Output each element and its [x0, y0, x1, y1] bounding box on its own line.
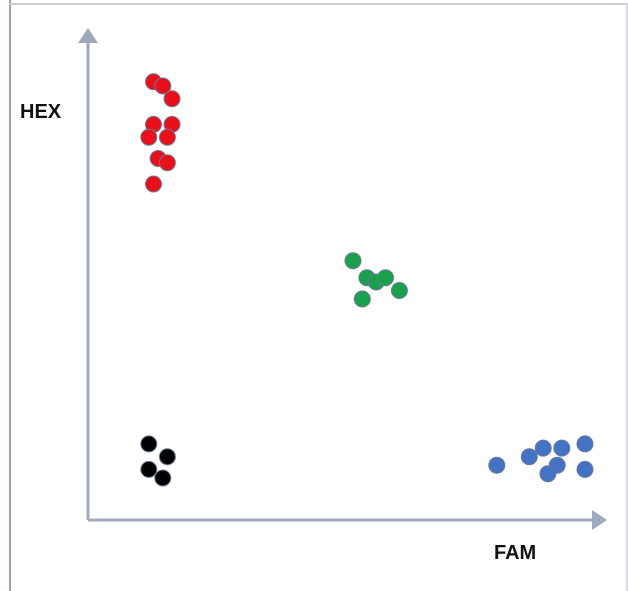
x-axis-arrow-icon	[592, 510, 607, 530]
point-series-2-4	[377, 269, 394, 287]
point-series-1-10	[145, 175, 162, 193]
point-series-1-9	[158, 154, 176, 172]
point-series-1-7	[158, 128, 176, 146]
point-series-4-1	[488, 456, 506, 474]
point-series-2-1	[344, 252, 362, 270]
frame-left-border	[9, 0, 11, 591]
point-series-3-1	[140, 435, 158, 453]
point-series-4-2	[520, 448, 538, 466]
frame-top-border	[9, 3, 628, 5]
y-axis-label: HEX	[20, 101, 62, 123]
point-series-1-2	[154, 77, 172, 95]
point-series-1-3	[163, 90, 181, 108]
y-axis-arrow-icon	[78, 28, 98, 43]
point-series-4-5	[576, 435, 594, 453]
x-axis-label: FAM	[494, 542, 537, 564]
data-points	[140, 73, 594, 487]
axes	[78, 28, 607, 530]
point-series-4-4	[553, 439, 571, 457]
point-series-2-6	[353, 290, 371, 308]
point-series-2-5	[390, 282, 408, 299]
point-series-1-6	[140, 128, 158, 146]
frame-right-border	[626, 3, 628, 591]
point-series-4-7	[576, 460, 594, 478]
point-series-4-8	[539, 465, 557, 483]
point-series-3-3	[140, 460, 158, 478]
point-series-3-2	[158, 448, 176, 466]
point-series-3-4	[154, 469, 172, 487]
point-series-4-3	[534, 439, 552, 457]
